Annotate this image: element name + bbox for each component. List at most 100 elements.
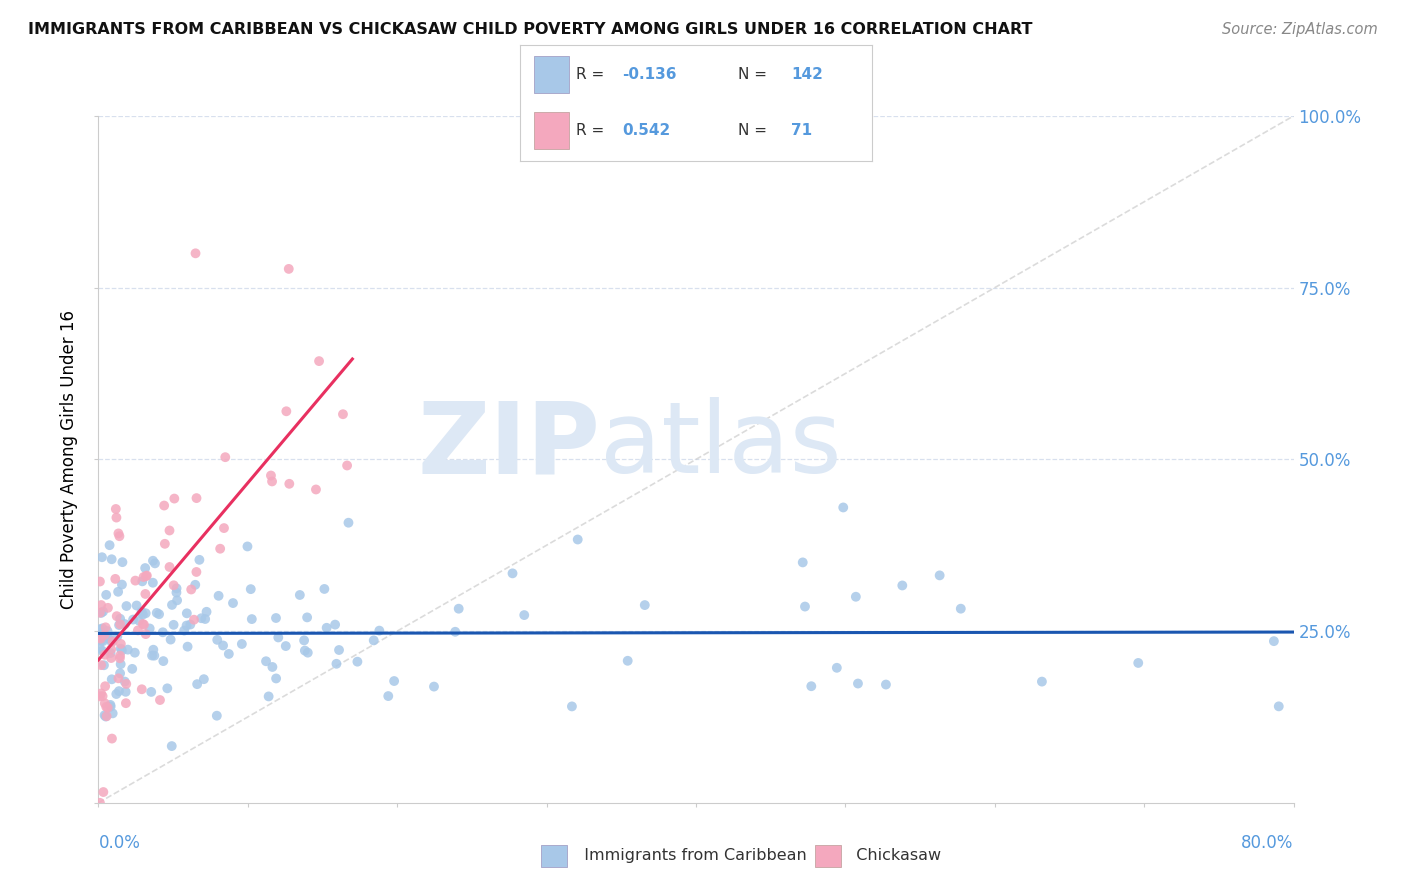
Text: -0.136: -0.136: [623, 67, 676, 82]
Point: [315, 621, 337, 635]
Point: [212, 521, 235, 535]
Point: [111, 555, 134, 569]
Point: [141, 648, 163, 663]
Point: [90, 632, 112, 646]
Point: [308, 354, 330, 368]
Point: [832, 500, 855, 515]
Point: [117, 642, 139, 657]
Point: [262, 660, 284, 674]
Point: [152, 625, 174, 640]
Point: [131, 574, 153, 589]
Point: [96, 588, 118, 602]
Point: [205, 708, 228, 723]
FancyBboxPatch shape: [534, 112, 569, 149]
Point: [90, 686, 112, 700]
Point: [183, 613, 205, 627]
Point: [152, 654, 174, 668]
Point: [89, 606, 111, 620]
Point: [110, 637, 132, 651]
Point: [134, 561, 156, 575]
Point: [89, 796, 111, 810]
Point: [132, 570, 155, 584]
Point: [875, 677, 897, 691]
Point: [143, 648, 166, 663]
Text: atlas: atlas: [600, 397, 842, 494]
Point: [132, 607, 155, 622]
Point: [257, 690, 280, 704]
FancyBboxPatch shape: [534, 56, 569, 94]
Point: [184, 246, 207, 260]
Point: [91, 550, 114, 565]
Point: [108, 529, 131, 543]
Point: [115, 599, 138, 613]
Point: [305, 483, 328, 497]
Text: 71: 71: [790, 123, 813, 138]
Point: [142, 575, 165, 590]
Point: [122, 613, 145, 627]
Point: [107, 671, 129, 685]
Point: [97, 632, 120, 646]
Point: [91, 689, 114, 703]
Point: [101, 634, 124, 648]
Point: [138, 622, 160, 636]
Point: [104, 572, 127, 586]
Point: [166, 582, 188, 596]
Point: [447, 601, 470, 615]
Point: [274, 639, 297, 653]
Point: [114, 685, 136, 699]
Point: [132, 617, 155, 632]
Point: [89, 630, 111, 644]
Point: [142, 554, 165, 568]
Point: [195, 605, 218, 619]
Point: [207, 632, 229, 647]
Text: R =: R =: [576, 123, 610, 138]
Point: [90, 598, 112, 612]
Point: [1263, 634, 1285, 648]
Point: [825, 661, 848, 675]
Point: [314, 582, 336, 596]
Text: N =: N =: [738, 123, 772, 138]
Point: [89, 690, 111, 704]
Point: [100, 552, 122, 566]
Point: [135, 627, 157, 641]
Point: [96, 699, 118, 714]
Point: [143, 557, 166, 571]
Point: [323, 617, 346, 632]
Point: [1031, 674, 1053, 689]
Point: [105, 687, 128, 701]
Point: [124, 574, 146, 588]
Point: [176, 607, 198, 621]
Point: [149, 693, 172, 707]
Point: [222, 596, 245, 610]
Point: [949, 601, 972, 615]
Point: [96, 631, 118, 645]
Point: [105, 609, 128, 624]
Point: [141, 685, 163, 699]
Point: [337, 516, 360, 530]
Point: [332, 407, 354, 421]
Point: [105, 629, 128, 643]
Point: [94, 620, 117, 634]
Point: [186, 677, 208, 691]
Point: [128, 614, 150, 628]
Point: [325, 657, 347, 671]
Point: [336, 458, 359, 473]
Point: [94, 696, 117, 710]
Point: [91, 644, 114, 658]
Point: [218, 647, 240, 661]
Point: [135, 568, 157, 582]
Point: [100, 698, 122, 712]
Point: [262, 475, 284, 489]
Point: [163, 491, 186, 506]
Point: [89, 625, 111, 640]
Point: [231, 637, 253, 651]
Point: [634, 598, 657, 612]
Point: [188, 553, 211, 567]
Point: [165, 585, 187, 599]
Point: [184, 578, 207, 592]
Point: [115, 696, 138, 710]
Point: [124, 646, 146, 660]
Point: [160, 739, 183, 753]
Point: [121, 662, 143, 676]
Point: [98, 538, 121, 552]
